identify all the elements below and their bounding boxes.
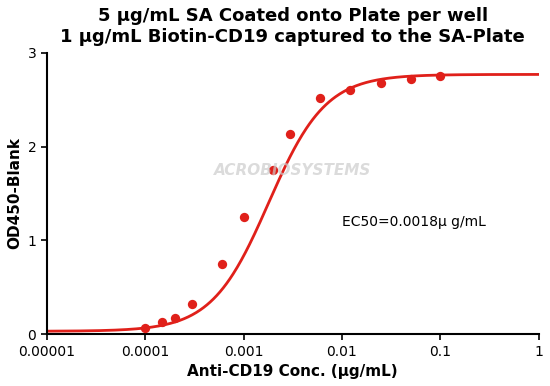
Point: [436, 73, 444, 80]
Point: [406, 76, 415, 82]
Point: [286, 131, 295, 137]
Point: [141, 325, 150, 331]
Point: [377, 80, 386, 86]
Y-axis label: OD450-Blank: OD450-Blank: [7, 137, 22, 249]
Point: [170, 315, 179, 321]
Point: [269, 167, 278, 173]
Point: [345, 87, 354, 93]
Text: ACROBIOSYSTEMS: ACROBIOSYSTEMS: [214, 164, 371, 178]
Text: EC50=0.0018μ g/mL: EC50=0.0018μ g/mL: [342, 215, 486, 229]
Title: 5 μg/mL SA Coated onto Plate per well
1 μg/mL Biotin-CD19 captured to the SA-Pla: 5 μg/mL SA Coated onto Plate per well 1 …: [60, 7, 525, 46]
Point: [217, 261, 226, 267]
Point: [158, 319, 167, 325]
Point: [188, 301, 196, 307]
X-axis label: Anti-CD19 Conc. (μg/mL): Anti-CD19 Conc. (μg/mL): [188, 364, 398, 379]
Point: [316, 95, 324, 101]
Point: [239, 214, 248, 220]
